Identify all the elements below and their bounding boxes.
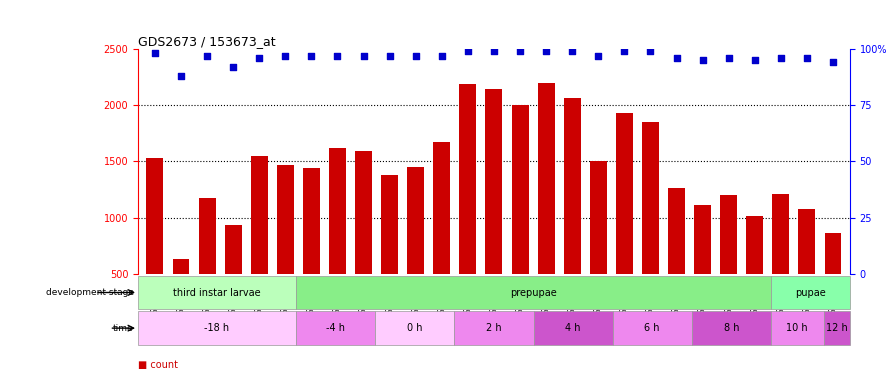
Text: 4 h: 4 h [565, 323, 581, 333]
Point [565, 48, 579, 54]
Point [695, 57, 709, 63]
Bar [747, 216, 764, 274]
Bar [296, 276, 771, 309]
Text: time: time [113, 324, 134, 333]
Bar [533, 311, 612, 345]
Point [148, 50, 162, 56]
Bar [823, 311, 850, 345]
Point [643, 48, 658, 54]
Text: 8 h: 8 h [724, 323, 739, 333]
Bar [433, 142, 450, 274]
Point [722, 55, 736, 61]
Bar [296, 311, 376, 345]
Point [513, 48, 527, 54]
Point [618, 48, 632, 54]
Point [800, 55, 814, 61]
Text: 10 h: 10 h [787, 323, 808, 333]
Bar [612, 311, 692, 345]
Point [226, 64, 240, 70]
Bar [455, 311, 533, 345]
Point [826, 59, 840, 65]
Bar [694, 205, 711, 274]
Point [383, 53, 397, 58]
Text: third instar larvae: third instar larvae [174, 288, 261, 297]
Text: 0 h: 0 h [407, 323, 423, 333]
Point [539, 48, 554, 54]
Text: GDS2673 / 153673_at: GDS2673 / 153673_at [138, 34, 276, 48]
Bar [381, 175, 398, 274]
Point [200, 53, 214, 58]
Bar [355, 150, 372, 274]
Bar [771, 311, 823, 345]
Bar [512, 105, 529, 274]
Point [773, 55, 788, 61]
Bar [408, 167, 425, 274]
Bar [198, 198, 215, 274]
Point [330, 53, 344, 58]
Bar [376, 311, 455, 345]
Bar [303, 168, 320, 274]
Bar [138, 274, 850, 330]
Text: prepupae: prepupae [510, 288, 557, 297]
Point [356, 53, 370, 58]
Bar [224, 225, 241, 274]
Bar [824, 233, 841, 274]
Text: -18 h: -18 h [205, 323, 230, 333]
Bar [459, 84, 476, 274]
Point [487, 48, 501, 54]
Bar [173, 259, 190, 274]
Point [434, 53, 449, 58]
Bar [692, 311, 771, 345]
Point [461, 48, 475, 54]
Bar [277, 165, 294, 274]
Text: -4 h: -4 h [327, 323, 345, 333]
Point [279, 53, 293, 58]
Bar [147, 158, 164, 274]
Text: ■ count: ■ count [138, 360, 178, 370]
Point [174, 73, 188, 79]
Text: pupae: pupae [795, 288, 826, 297]
Bar [798, 209, 815, 274]
Bar [773, 194, 789, 274]
Text: 6 h: 6 h [644, 323, 659, 333]
Point [669, 55, 684, 61]
Bar [616, 113, 633, 274]
Point [591, 53, 605, 58]
Bar [485, 89, 503, 274]
Bar [138, 311, 296, 345]
Bar [138, 276, 296, 309]
Point [252, 55, 266, 61]
Bar [668, 188, 685, 274]
Text: 12 h: 12 h [826, 323, 847, 333]
Bar [590, 161, 607, 274]
Bar [771, 276, 850, 309]
Bar [329, 148, 346, 274]
Text: 2 h: 2 h [486, 323, 502, 333]
Point [304, 53, 319, 58]
Bar [720, 195, 737, 274]
Bar [563, 98, 580, 274]
Text: development stage: development stage [45, 288, 134, 297]
Point [409, 53, 423, 58]
Bar [538, 82, 554, 274]
Bar [642, 122, 659, 274]
Point [748, 57, 762, 63]
Bar [251, 156, 268, 274]
